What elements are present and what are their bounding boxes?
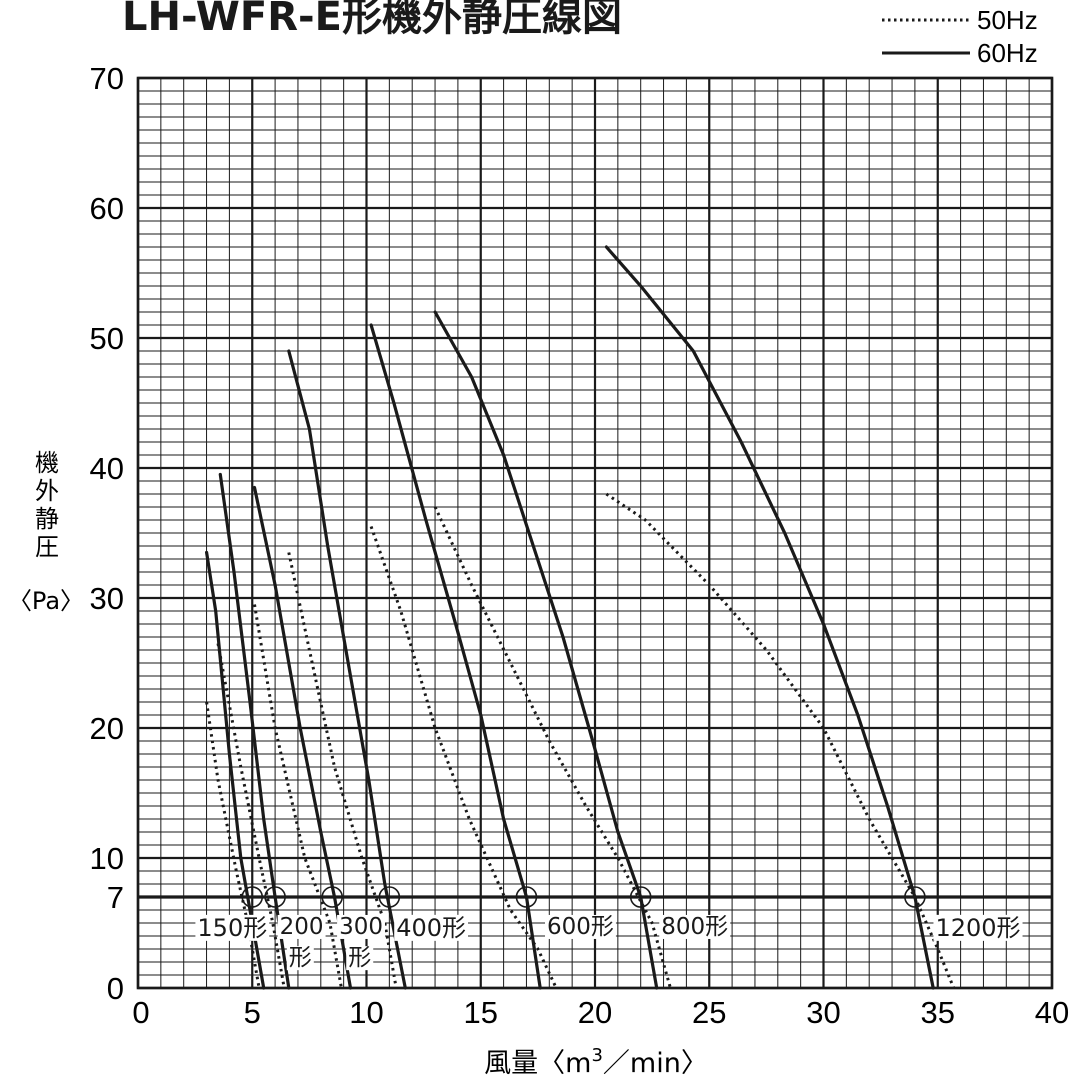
y-tick-label: 0	[107, 971, 124, 1006]
x-tick-label: 25	[692, 995, 726, 1030]
y-axis-unit: 〈Pa〉	[8, 587, 84, 615]
series-line-60hz	[371, 325, 540, 988]
y-tick-label: 40	[90, 451, 124, 486]
model-labels: 150形 200 形 300 形 400形 600形 800形 1200形	[195, 914, 1022, 971]
x-axis-label-tail: ／min〉	[603, 1048, 708, 1079]
y-axis-label-char: 機	[35, 449, 59, 477]
y-tick-label: 30	[90, 581, 124, 616]
model-label: 600形	[547, 914, 614, 940]
y-axis-label-char: 圧	[35, 533, 59, 561]
series-line-60hz	[255, 488, 351, 989]
model-label: 150形	[197, 914, 267, 942]
x-axis-label-sup: 3	[591, 1045, 602, 1066]
y-tick-label: 10	[90, 841, 124, 876]
model-label: 400形	[396, 914, 466, 942]
y-tick-label: 7	[107, 880, 124, 915]
series-line-60hz	[289, 351, 406, 988]
x-axis-label-main: 風量〈m	[484, 1048, 591, 1079]
x-axis-label: 風量〈m3／min〉	[484, 1045, 708, 1079]
chart-title: LH-WFR-E形機外静圧線図	[122, 0, 622, 40]
x-tick-label: 35	[921, 995, 955, 1030]
series-lines	[207, 247, 954, 988]
legend: 50Hz 60Hz	[882, 5, 1038, 68]
model-label: 800形	[661, 914, 728, 940]
y-tick-label: 60	[90, 191, 124, 226]
y-axis-label-char: 外	[35, 477, 59, 505]
x-tick-label: 10	[349, 995, 383, 1030]
legend-60hz-label: 60Hz	[977, 38, 1038, 68]
x-tick-label: 0	[132, 995, 149, 1030]
x-tick-label: 30	[806, 995, 840, 1030]
model-label: 形	[348, 945, 371, 971]
series-line-60hz	[606, 247, 933, 988]
model-label: 形	[289, 945, 312, 971]
legend-50hz-label: 50Hz	[977, 5, 1038, 35]
grid	[138, 78, 1052, 988]
x-tick-label: 40	[1035, 995, 1069, 1030]
y-axis-label-char: 静	[35, 505, 59, 533]
y-axis-label: 機 外 静 圧 〈Pa〉	[8, 449, 84, 615]
series-line-60hz	[220, 475, 288, 989]
y-tick-label: 50	[90, 321, 124, 356]
x-tick-label: 5	[244, 995, 261, 1030]
x-tick-label: 15	[464, 995, 498, 1030]
model-label: 300	[339, 914, 383, 940]
model-label: 200	[280, 914, 324, 940]
model-label: 1200形	[935, 914, 1020, 942]
y-tick-label: 20	[90, 711, 124, 746]
y-tick-label: 70	[90, 61, 124, 96]
x-tick-label: 20	[578, 995, 612, 1030]
